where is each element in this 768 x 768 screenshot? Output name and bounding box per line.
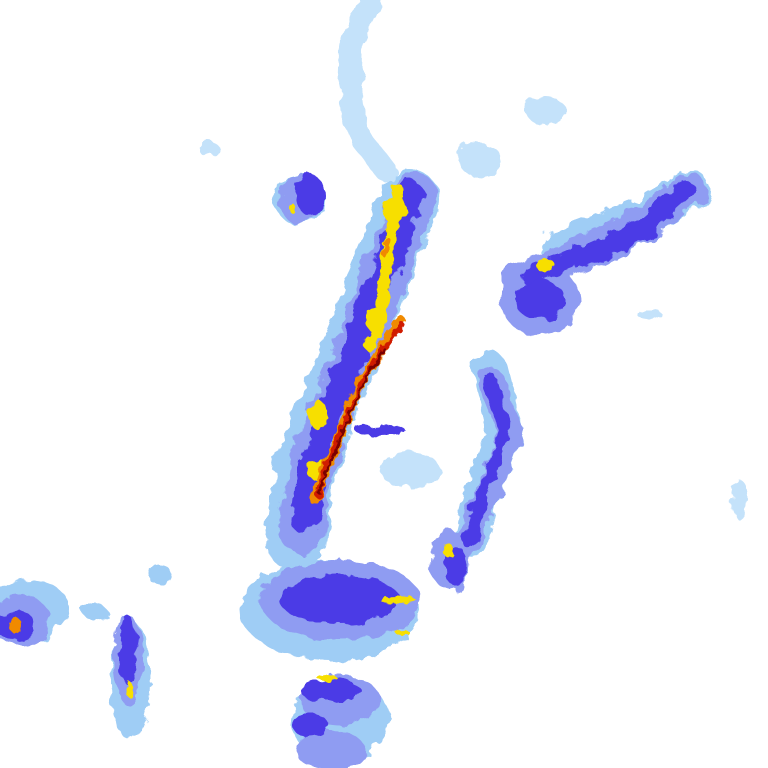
echo-cell xyxy=(280,575,400,625)
echo-cell xyxy=(317,675,337,681)
echo-cell xyxy=(458,144,502,176)
echo-cell xyxy=(300,678,360,702)
echo-cell xyxy=(535,259,555,271)
echo-cell xyxy=(396,630,410,636)
echo-cell xyxy=(443,543,453,557)
echo-cell xyxy=(292,713,328,737)
echo-cell xyxy=(120,615,136,685)
echo-cell xyxy=(295,730,365,768)
very-heavy-rain-layer xyxy=(127,184,555,698)
echo-cell xyxy=(289,203,295,213)
echo-cell xyxy=(525,96,565,124)
echo-cell xyxy=(365,308,385,332)
echo-band xyxy=(382,237,391,258)
echo-cell xyxy=(515,280,565,320)
extreme-rain-layer xyxy=(315,322,405,498)
echo-cell xyxy=(83,604,107,620)
echo-cell xyxy=(732,480,748,520)
echo-cell xyxy=(127,682,133,698)
echo-cell xyxy=(308,401,328,429)
severe-rain-layer xyxy=(316,348,387,494)
very-light-rain-layer xyxy=(200,0,748,520)
echo-cell xyxy=(355,424,405,436)
echo-cell xyxy=(9,617,21,633)
echo-cell xyxy=(380,597,416,603)
echo-cell xyxy=(295,175,325,215)
echo-cell xyxy=(200,142,220,158)
echo-band xyxy=(461,373,512,547)
echo-cell xyxy=(148,565,172,585)
echo-cell xyxy=(638,309,662,321)
echo-cell xyxy=(380,452,440,488)
echo-band xyxy=(520,180,695,285)
echo-cell xyxy=(383,196,407,224)
severe-band xyxy=(316,348,387,494)
echo-band xyxy=(339,0,396,181)
extreme-band xyxy=(315,322,405,498)
